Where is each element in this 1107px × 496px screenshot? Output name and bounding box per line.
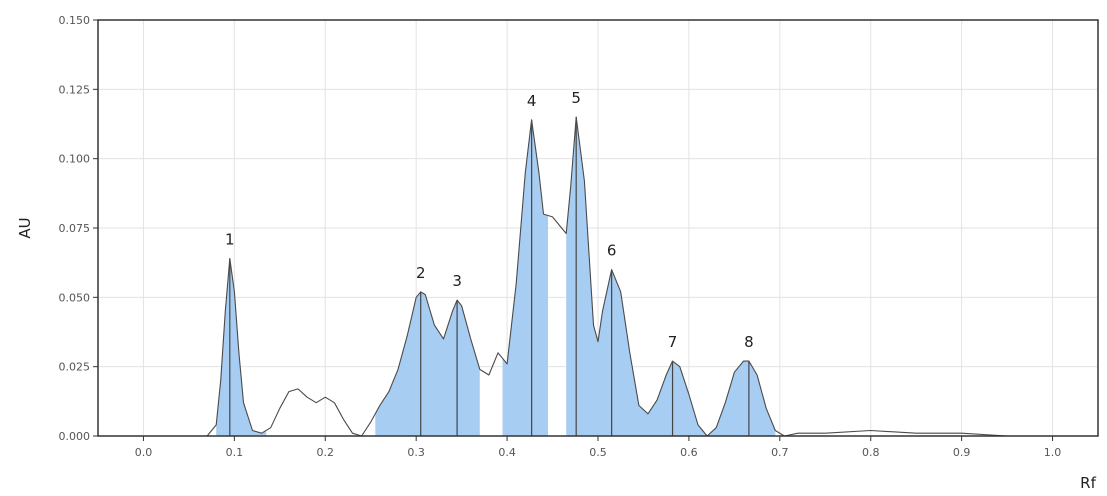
x-tick-label: 0.1 — [226, 446, 244, 459]
x-tick-label: 0.2 — [317, 446, 335, 459]
y-tick-label: 0.000 — [59, 430, 91, 443]
x-tick-label: 0.6 — [680, 446, 698, 459]
series-line — [102, 116, 1098, 437]
y-axis-label: AU — [16, 217, 34, 238]
x-tick-label: 0.3 — [407, 446, 425, 459]
peak-label-7: 7 — [668, 333, 678, 351]
peak-label-8: 8 — [744, 333, 754, 351]
x-axis-ticks: 0.0 0.1 0.2 0.3 0.4 0.5 0.6 0.7 0.8 0.9 1.0 — [135, 436, 1062, 459]
x-tick-label: 0.7 — [771, 446, 789, 459]
x-tick-label: 0.9 — [953, 446, 971, 459]
peak-area-4 — [566, 117, 776, 436]
peak-markers — [229, 117, 750, 436]
peak-label-5: 5 — [571, 89, 581, 107]
x-tick-label: 0.5 — [589, 446, 607, 459]
y-tick-label: 0.025 — [59, 361, 91, 374]
y-tick-label: 0.125 — [59, 83, 91, 96]
x-tick-label: 1.0 — [1044, 446, 1062, 459]
x-axis-label: Rf — [1080, 474, 1096, 492]
peak-label-2: 2 — [416, 264, 426, 282]
x-tick-label: 0.4 — [498, 446, 516, 459]
x-tick-label: 0.8 — [862, 446, 880, 459]
y-tick-label: 0.075 — [59, 222, 91, 235]
peak-area-2 — [375, 291, 480, 436]
y-axis-ticks: 0.000 0.025 0.050 0.075 0.100 0.125 0.150 — [59, 14, 98, 443]
peak-label-4: 4 — [527, 92, 537, 110]
y-tick-label: 0.100 — [59, 153, 91, 166]
peak-label-1: 1 — [225, 231, 235, 249]
peak-area-1 — [216, 258, 267, 436]
y-tick-label: 0.050 — [59, 291, 91, 304]
y-tick-label: 0.150 — [59, 14, 91, 27]
x-tick-label: 0.0 — [135, 446, 153, 459]
peak-labels: 1 2 3 4 5 6 7 8 — [225, 89, 754, 351]
peak-label-3: 3 — [452, 272, 462, 290]
peak-fill-areas — [216, 117, 776, 437]
peak-area-3 — [502, 119, 548, 437]
peak-label-6: 6 — [607, 242, 617, 260]
